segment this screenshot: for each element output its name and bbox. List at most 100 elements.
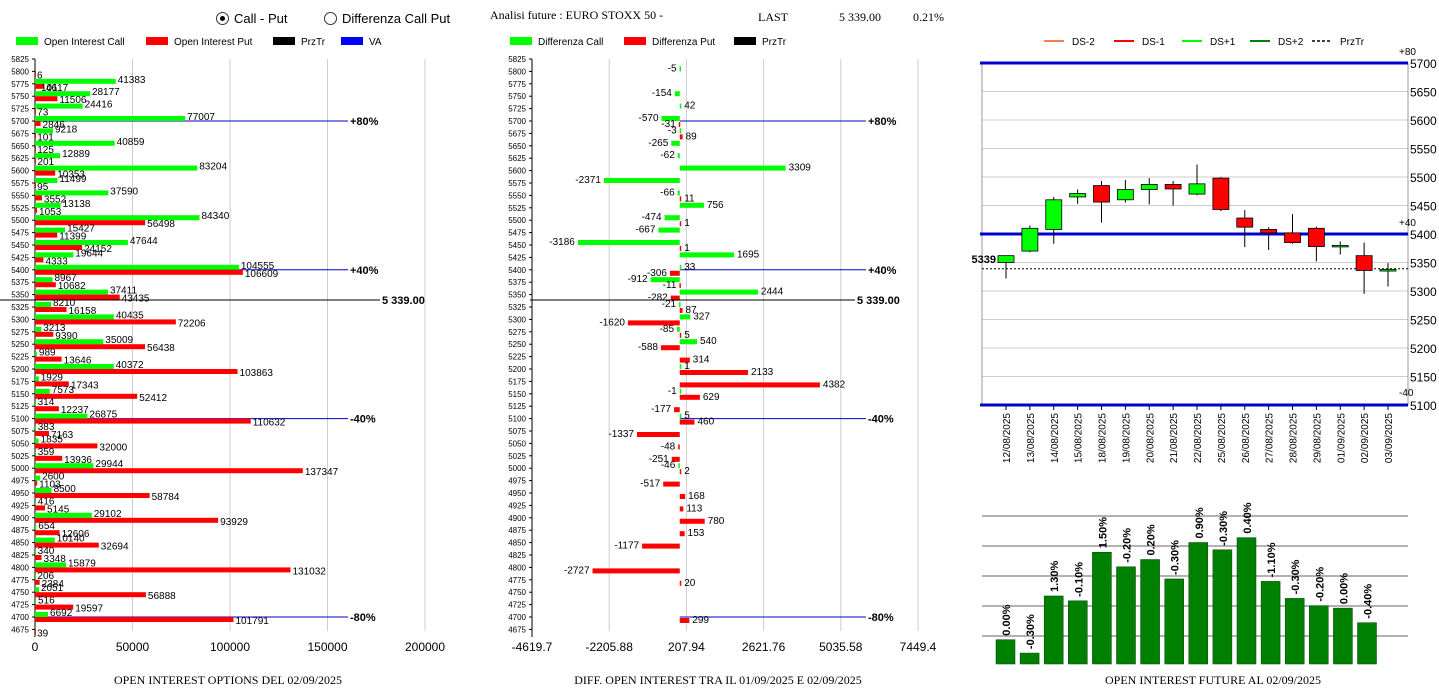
diff-put-label: -306 — [647, 268, 667, 279]
diff-put-bar — [679, 308, 683, 313]
future-bar — [1043, 595, 1064, 665]
diff-call-bar — [650, 277, 680, 283]
call-bar — [35, 599, 37, 605]
strike-label: 5475 — [11, 229, 29, 238]
call-value-label: 37411 — [110, 286, 138, 297]
strike-label: 5450 — [11, 241, 29, 250]
diff-call-label: -21 — [662, 299, 677, 310]
diff-call-label: 5 — [684, 411, 690, 422]
diff-call-label: 540 — [700, 336, 717, 347]
call-value-label: 40372 — [116, 360, 144, 371]
call-value-label: 40859 — [117, 137, 145, 148]
diff-call-bar — [679, 66, 682, 72]
diff-put-label: 314 — [693, 355, 710, 366]
legend-label: PrzTr — [762, 37, 787, 48]
strike-label: 4750 — [508, 588, 526, 597]
x-tick-label: 25/08/2025 — [1217, 413, 1228, 463]
diff-put-label: 2 — [684, 466, 690, 477]
diff-put-bar — [671, 456, 680, 462]
put-bar — [35, 331, 54, 337]
strike-label: 5075 — [11, 427, 29, 436]
diff-call-bar — [658, 227, 680, 233]
put-value-label: 3552 — [44, 194, 67, 205]
strike-label: 5225 — [11, 353, 29, 362]
y-tick-label: 5550 — [1410, 143, 1437, 157]
diff-call-bar — [679, 202, 704, 208]
candle-body — [1164, 184, 1182, 190]
diff-put-bar — [642, 543, 680, 549]
future-bar-label: -0.30% — [1025, 614, 1037, 649]
strike-label: 5675 — [11, 129, 29, 138]
call-value-label: 41383 — [118, 75, 146, 86]
future-bar — [1309, 605, 1329, 665]
x-tick-label: 13/08/2025 — [1026, 413, 1037, 463]
candle-body — [1212, 177, 1230, 210]
diff-put-bar — [663, 481, 680, 487]
radio-diff[interactable]: Differenza Call Put — [324, 11, 450, 26]
strike-label: 5450 — [508, 241, 526, 250]
put-value-label: 13936 — [64, 455, 92, 466]
diff-call-label: -85 — [660, 324, 675, 335]
x-tick-label: 5035.58 — [819, 640, 863, 654]
diff-call-bar — [677, 153, 680, 159]
put-bar — [35, 207, 38, 213]
candle-body — [1331, 244, 1349, 248]
diff-put-label: -2727 — [564, 565, 590, 576]
call-value-label: 15879 — [68, 558, 96, 569]
call-bar — [35, 426, 36, 431]
call-bar — [35, 537, 55, 543]
future-bar-label: -1.10% — [1266, 542, 1278, 577]
diff-put-bar — [679, 419, 695, 425]
strike-label: 5525 — [11, 204, 29, 213]
strike-label: 5500 — [11, 216, 29, 225]
strike-label: 5250 — [11, 340, 29, 349]
call-value-label: 1929 — [41, 372, 64, 383]
diff-call-label: -62 — [660, 150, 675, 161]
diff-put-label: -251 — [649, 454, 669, 465]
strike-label: 4900 — [11, 514, 29, 523]
strike-label: 5325 — [11, 303, 29, 312]
strike-label: 4850 — [11, 539, 29, 548]
call-bar — [35, 550, 36, 555]
radio-call-put[interactable]: Call - Put — [216, 11, 287, 26]
legend-label: PrzTr — [1340, 37, 1365, 48]
call-bar — [35, 116, 186, 121]
future-bar-label: -0.40% — [1363, 584, 1375, 619]
call-value-label: 10140 — [57, 534, 85, 545]
future-bar-label: 1.30% — [1049, 561, 1061, 592]
candle-body — [1021, 227, 1039, 252]
call-value-label: 12889 — [62, 149, 90, 160]
strike-label: 4725 — [11, 601, 29, 610]
put-value-label: 1103 — [39, 480, 61, 491]
future-bar — [1019, 652, 1040, 665]
call-bar — [35, 326, 42, 332]
strike-label: 4775 — [11, 576, 29, 585]
put-bar — [35, 579, 40, 585]
future-bar-label: -0.20% — [1314, 567, 1326, 602]
price-line-label: 5 339.00 — [382, 295, 425, 307]
x-tick-label: 03/09/2025 — [1384, 413, 1395, 463]
put-value-label: 10682 — [58, 281, 86, 292]
x-tick-label: 7449.4 — [900, 640, 937, 654]
candle-body — [1379, 268, 1397, 272]
put-bar — [35, 183, 36, 188]
candle-body — [1116, 189, 1134, 201]
call-bar — [35, 277, 53, 283]
strike-label: 5050 — [508, 439, 526, 448]
diff-put-label: -1337 — [608, 429, 634, 440]
strike-label: 4850 — [508, 539, 526, 548]
diff-call-bar — [603, 178, 680, 183]
put-value-label: 106609 — [245, 269, 279, 280]
radio-diff-circle[interactable] — [324, 12, 337, 25]
radio-call-put-circle[interactable] — [216, 12, 229, 25]
call-bar — [35, 351, 37, 357]
put-bar — [35, 567, 291, 573]
diff-put-label: 1 — [684, 218, 690, 229]
diff-call-label: -2371 — [575, 175, 601, 186]
legend-swatch — [341, 37, 363, 45]
call-bar — [35, 165, 198, 171]
legend-swatch — [16, 37, 38, 45]
put-value-label: 101791 — [235, 616, 269, 627]
put-value-label: 201 — [37, 157, 54, 168]
